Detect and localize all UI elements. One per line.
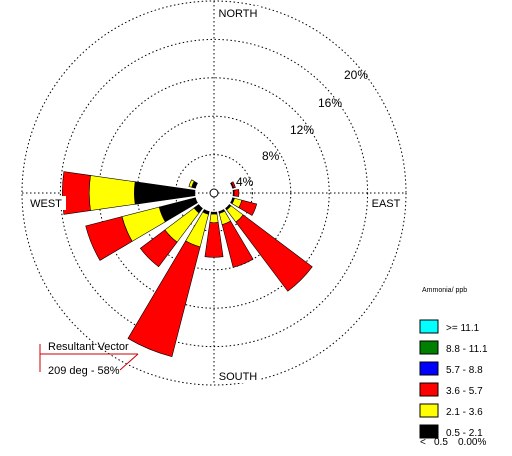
rv-pointer <box>119 353 139 371</box>
petal-112.5-seg-2 <box>238 199 258 216</box>
calm-value: 0.00% <box>458 437 486 448</box>
petal-202.5-seg-2 <box>127 240 201 358</box>
direction-label-west: WEST <box>30 198 62 210</box>
legend-swatch-4 <box>419 403 439 418</box>
petal-292.5-seg-1 <box>188 179 195 188</box>
petal-270-seg-1 <box>88 175 136 211</box>
ring-16 <box>59 38 369 348</box>
legend-label-5: 0.5 - 2.1 <box>446 428 483 439</box>
center-group <box>209 188 219 198</box>
west-label-bg <box>26 196 66 210</box>
calm-symbol: < <box>420 437 426 448</box>
legend-swatch-0 <box>419 319 439 334</box>
petal-270-seg-2 <box>62 171 91 215</box>
legend-swatch-3 <box>419 382 439 397</box>
legend-swatch-5 <box>419 424 439 439</box>
direction-label-south: SOUTH <box>219 371 258 383</box>
ring-label-20: 20% <box>344 68 368 82</box>
ring-label-12: 12% <box>290 123 314 137</box>
petal-225-seg-2 <box>139 229 178 268</box>
petal-180-seg-2 <box>204 222 224 258</box>
ring-12 <box>98 77 330 309</box>
resultant-vector-title: Resultant Vector <box>48 341 129 353</box>
legend: >= 11.1 8.8 - 11.1 5.7 - 8.8 3.6 - 5.7 2.1 -… <box>419 319 488 439</box>
south-label-bg <box>216 369 260 383</box>
petal-180-seg-1 <box>209 213 219 224</box>
legend-label-1: 8.8 - 11.1 <box>446 344 488 355</box>
legend-label-2: 5.7 - 8.8 <box>446 365 483 376</box>
north-label-bg <box>216 6 260 20</box>
calm-circle <box>209 188 219 198</box>
resultant-vector-value: 209 deg - 58% <box>48 365 120 377</box>
petal-135-seg-2 <box>235 214 313 292</box>
units-label: Ammonia/ ppb <box>422 287 467 294</box>
petal-157.5-seg-2 <box>221 220 254 268</box>
east-label-bg <box>368 196 402 210</box>
ring-label-16: 16% <box>318 96 342 110</box>
petal-67.5-seg-1 <box>230 181 236 189</box>
calm-label: 0.5 <box>434 437 448 448</box>
petal-247.5-seg-2 <box>85 216 133 261</box>
petals-group <box>62 171 313 358</box>
legend-label-4: 2.1 - 3.6 <box>446 407 483 418</box>
legend-label-0: >= 11.1 <box>446 323 480 334</box>
ring-label-4: 4% <box>236 175 254 189</box>
resultant-vector-box: Resultant Vector 209 deg - 58% <box>39 341 139 377</box>
petal-90-seg-1 <box>233 189 240 197</box>
legend-swatch-1 <box>419 340 439 355</box>
ring-label-8: 8% <box>262 149 280 163</box>
direction-label-east: EAST <box>372 198 401 210</box>
legend-label-3: 3.6 - 5.7 <box>446 386 483 397</box>
direction-label-north: NORTH <box>219 8 258 20</box>
legend-swatch-2 <box>419 361 439 376</box>
